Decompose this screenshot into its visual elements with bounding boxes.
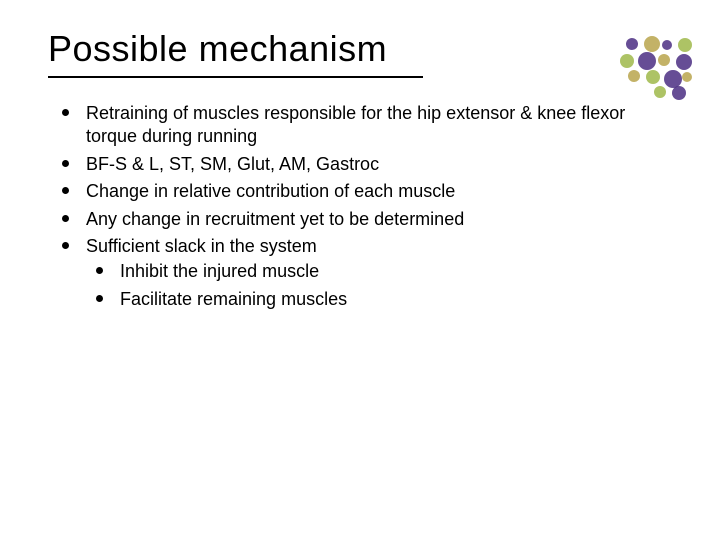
list-item: Inhibit the injured muscle: [86, 260, 666, 283]
bullet-list: Retraining of muscles responsible for th…: [56, 102, 666, 311]
list-item: Retraining of muscles responsible for th…: [56, 102, 666, 149]
deco-dot: [638, 52, 656, 70]
deco-dot: [644, 36, 660, 52]
list-item: Sufficient slack in the system Inhibit th…: [56, 235, 666, 311]
list-item-text: Change in relative contribution of each …: [86, 181, 455, 201]
list-item: Facilitate remaining muscles: [86, 288, 666, 311]
list-item-text: Retraining of muscles responsible for th…: [86, 103, 625, 146]
list-item-text: Any change in recruitment yet to be dete…: [86, 209, 464, 229]
list-item-text: Facilitate remaining muscles: [120, 289, 347, 309]
deco-dot: [654, 86, 666, 98]
deco-dot: [646, 70, 660, 84]
slide-body: Retraining of muscles responsible for th…: [56, 102, 666, 315]
deco-dot: [658, 54, 670, 66]
deco-dot: [620, 54, 634, 68]
slide: Possible mechanism Retraining of muscles…: [0, 0, 720, 540]
list-item: BF-S & L, ST, SM, Glut, AM, Gastroc: [56, 153, 666, 176]
deco-dot: [626, 38, 638, 50]
list-item-text: Sufficient slack in the system: [86, 236, 317, 256]
slide-title: Possible mechanism: [48, 28, 387, 70]
deco-dot: [676, 54, 692, 70]
list-item: Change in relative contribution of each …: [56, 180, 666, 203]
deco-dot: [628, 70, 640, 82]
sub-bullet-list: Inhibit the injured muscle Facilitate rem…: [86, 260, 666, 311]
corner-decoration: [616, 36, 696, 96]
deco-dot: [662, 40, 672, 50]
deco-dot: [672, 86, 686, 100]
title-underline: [48, 76, 423, 78]
deco-dot: [678, 38, 692, 52]
list-item-text: BF-S & L, ST, SM, Glut, AM, Gastroc: [86, 154, 379, 174]
list-item-text: Inhibit the injured muscle: [120, 261, 319, 281]
list-item: Any change in recruitment yet to be dete…: [56, 208, 666, 231]
deco-dot: [682, 72, 692, 82]
